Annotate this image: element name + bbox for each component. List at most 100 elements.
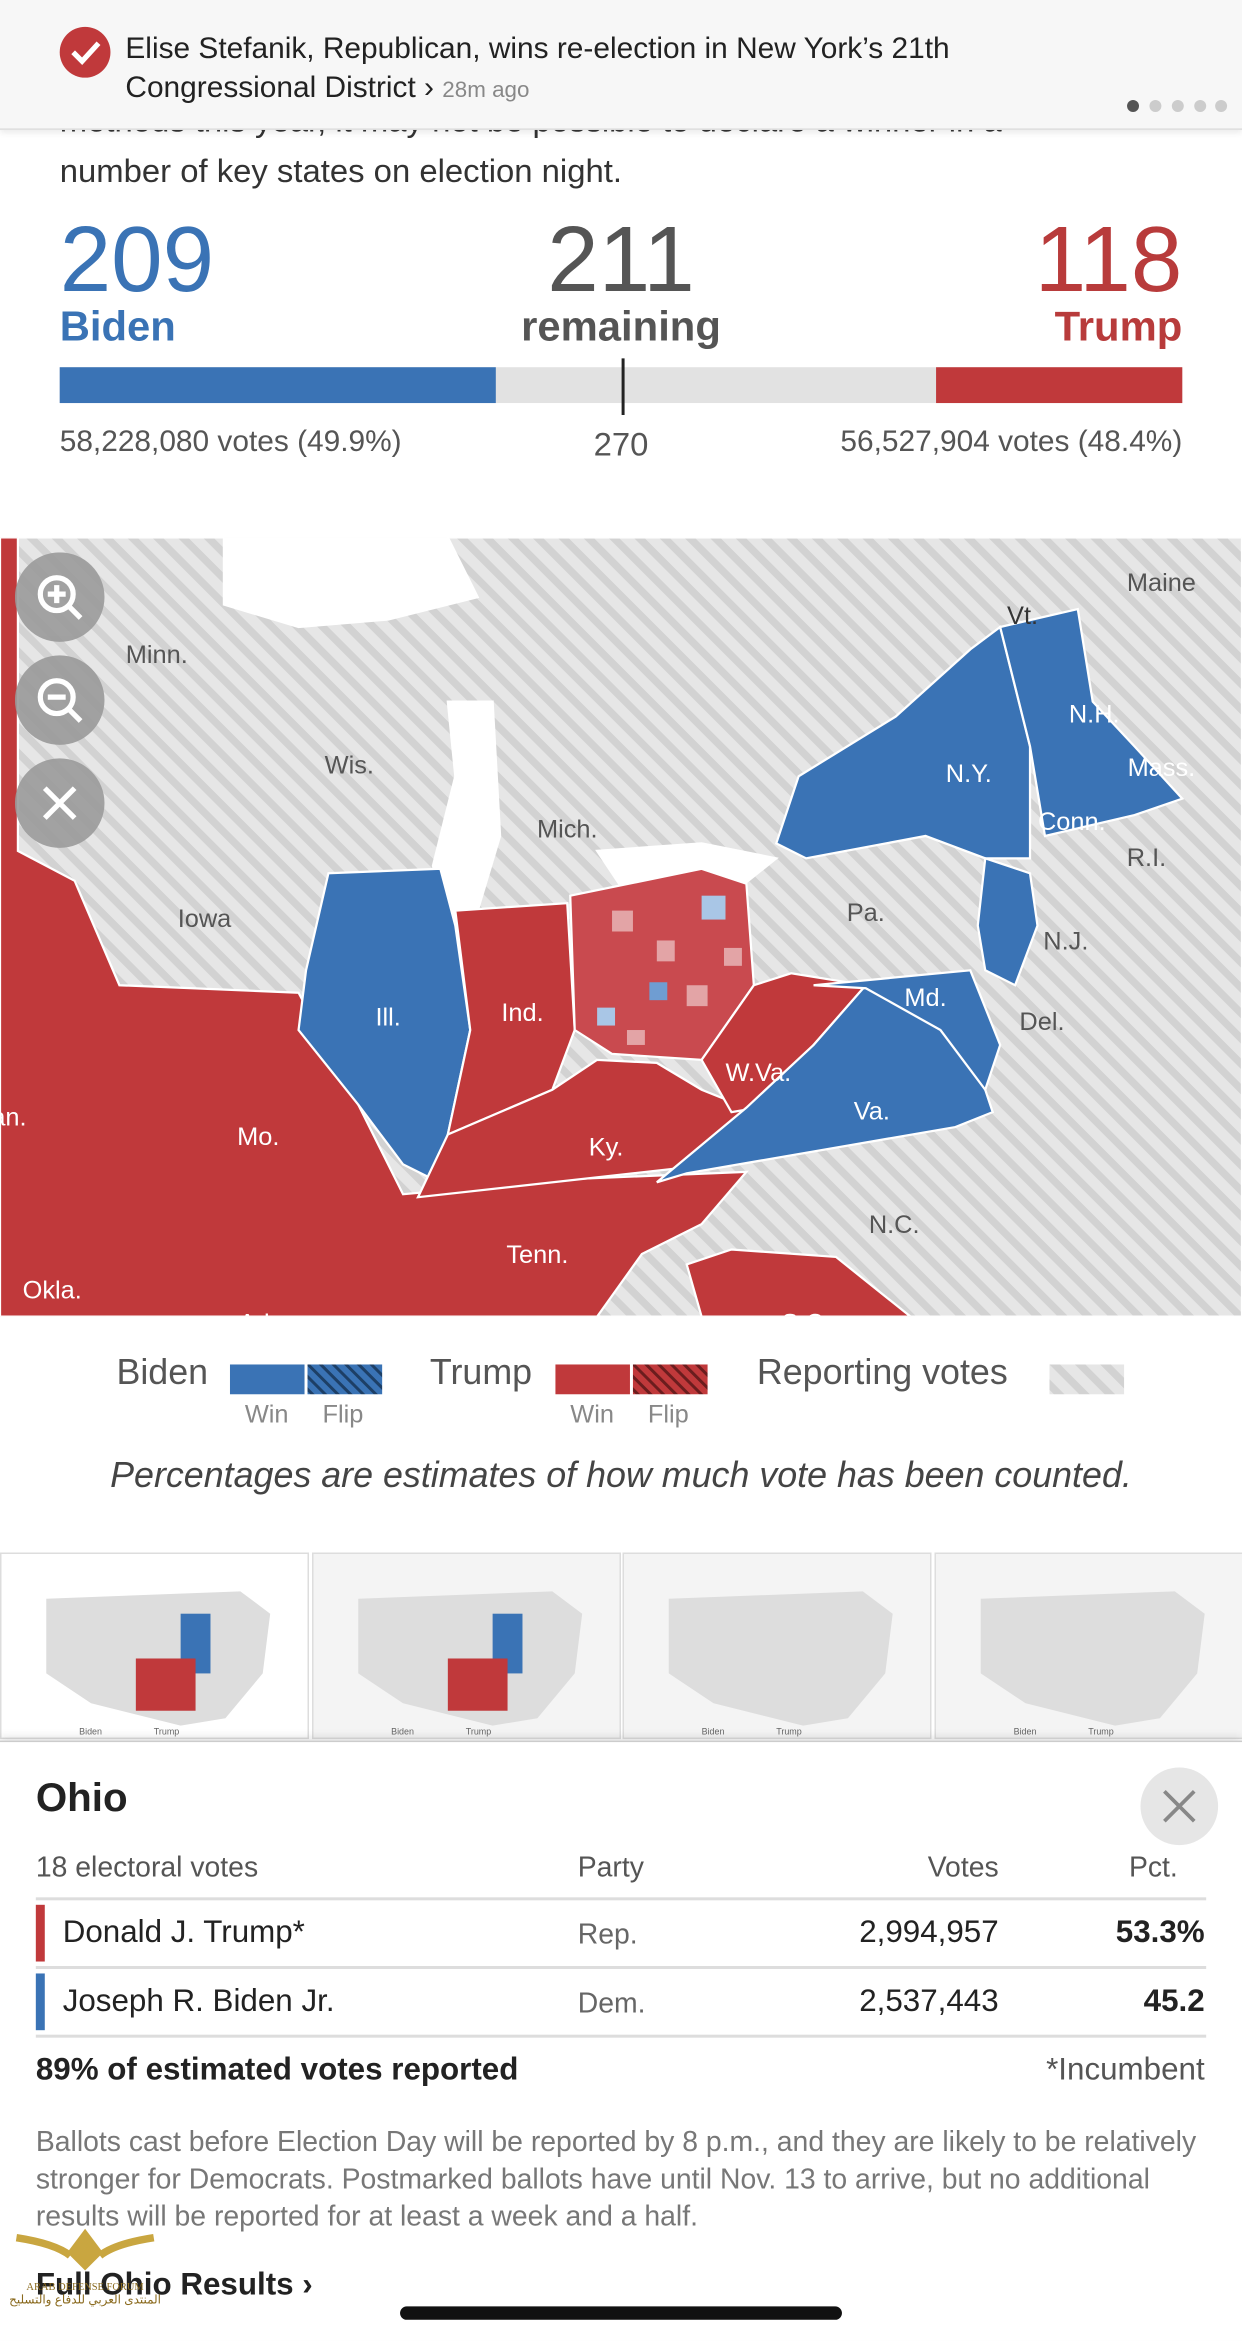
explainer: Ballots cast before Election Day will be… [35,2127,1197,2234]
threshold-label: 270 [593,425,649,463]
legend-sub: Win [570,1400,614,1429]
legend-label: Reporting votes [756,1352,1008,1393]
remaining-count: 211 [547,208,695,312]
biden-label: Biden [59,303,176,350]
candidate: Donald J. Trump* [62,1915,305,1950]
thumbnail-shape [980,1591,1204,1726]
thumbnail-legend: Biden [1013,1727,1036,1737]
column-header: 18 electoral votes [35,1852,259,1884]
thumbnail-red [447,1658,507,1711]
party: Rep. [577,1919,638,1952]
state-label: Pa. [847,899,885,927]
percent: 53.3% [1115,1915,1205,1950]
state-label: Vt. [1007,602,1038,630]
state-label: S.C. [781,1310,830,1317]
new-england [998,607,1185,838]
thumbnail-map: Biden Trump [980,1591,1204,1737]
thumbnail-legend: Biden [79,1727,102,1737]
state-label: N.J. [1043,927,1088,955]
row-divider [35,1966,1207,1969]
notification[interactable]: Elise Stefanik, Republican, wins re-elec… [0,0,1242,130]
column-header: Votes [927,1852,999,1884]
state-label: R.I. [1127,844,1166,872]
state-label: N.Y. [946,760,992,788]
map-thumbnail[interactable]: Biden Trump [311,1552,621,1740]
electoral-bar [59,358,1183,415]
state-label: Okla. [23,1277,82,1305]
state-label: Maine [1127,569,1196,597]
legend-label: Biden [116,1352,209,1393]
state-label: Ill. [375,1004,400,1032]
thumbnail-legend: Biden [702,1727,725,1737]
column-header: Pct. [1128,1852,1178,1884]
legend-label: Trump [429,1352,533,1393]
south-carolina [685,1248,913,1317]
state-label: Mo. [237,1123,279,1151]
state-panel: Ohio 18 electoral votes Party Votes Pct.… [0,1740,1242,2341]
watermark: ARAB DEFENSE FORUM المنتدى العربي للدفاع… [6,2223,164,2307]
legend: Biden Win Flip Trump Win Flip Reporting … [0,1344,1242,1448]
row-divider [35,1897,1207,1901]
state-label: Va. [854,1098,890,1126]
watermark-text: ARAB DEFENSE FORUM [26,2280,144,2293]
thumbnail-red [135,1658,196,1711]
incumbent-note: *Incumbent [1046,2052,1205,2087]
states [0,537,1242,1317]
check-mark [71,41,101,65]
state-label: Ark. [239,1310,284,1317]
intro-line: number of key states on election night. [59,152,623,190]
headline: Elise Stefanik, Republican, wins re-elec… [125,32,950,105]
maryland [813,969,1002,1093]
trump-states [0,537,749,1317]
close-button[interactable] [1139,1766,1220,1847]
biden-count: 209 [59,208,215,312]
party-stripe [35,1973,45,2031]
thumbnail-legend: Biden [390,1727,413,1737]
trump-votes: 56,527,904 votes (48.4%) [840,425,1183,459]
thumbnail-legend: Trump [154,1727,180,1737]
map-thumbnail[interactable]: Biden Trump [933,1552,1242,1740]
state-label: N.H. [1069,701,1120,729]
party-stripe [35,1904,45,1962]
biden-bar [59,367,496,404]
legend-swatch [555,1364,708,1395]
state-label: Iowa [178,905,232,933]
thumbnail-shape [668,1591,893,1726]
ohio-counties [597,895,742,1045]
votes: 2,994,957 [859,1915,999,1950]
state-label: Ky. [589,1133,624,1161]
row-divider [35,2034,1207,2038]
map-thumbnails: Biden Trump Biden Trump Biden Trump Biden Trump [0,1552,1242,1741]
map-thumbnail[interactable]: Biden Trump [622,1552,932,1740]
control-buttons[interactable] [14,552,108,851]
map[interactable]: Maine Vt. Minn. N.H. Wis. N.Y. Mass. Mich. Conn.… [0,537,1242,1317]
full-results-link[interactable]: Full Ohio Results › [35,2267,313,2302]
map-controls [14,552,108,858]
state-label: Minn. [126,641,188,669]
column-header: Party [577,1852,644,1884]
remaining-label: remaining [521,303,721,350]
map-thumbnail[interactable]: Biden Trump [0,1552,310,1740]
state-label: Md. [904,984,946,1012]
page-dots [1127,100,1228,112]
state-label: Ind. [501,999,543,1027]
party: Dem. [577,1988,646,2020]
reported: 89% of estimated votes reported [35,2052,519,2087]
watermark-text: المنتدى العربي للدفاع والتسليح [9,2292,161,2307]
watermark-emblem [15,2228,155,2271]
trump-bar [936,367,1183,404]
candidate: Joseph R. Biden Jr. [62,1983,335,2019]
check-icon [59,26,111,78]
state-label: an. [0,1104,27,1132]
percent: 45.2 [1143,1983,1205,2019]
trump-label: Trump [1054,303,1183,350]
state-label: Wis. [325,751,374,779]
legend-sub: Win [244,1400,289,1429]
thumbnail-map: Biden Trump [668,1591,893,1737]
legend-sub: Flip [322,1400,364,1429]
state-label: W.Va. [725,1059,791,1087]
thumbnail-map: Biden Trump [357,1591,582,1737]
time: 28m ago [442,77,530,104]
